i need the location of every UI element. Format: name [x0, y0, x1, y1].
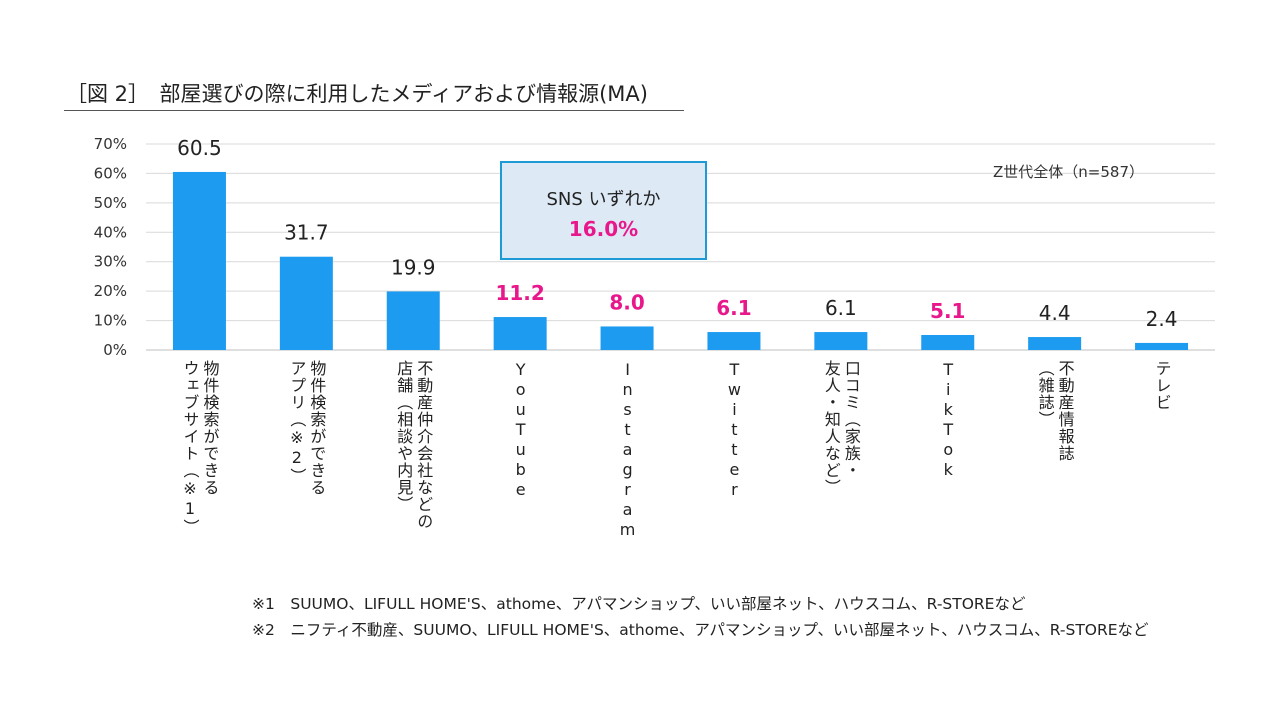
- bar: [600, 326, 654, 350]
- bar-value-label: 19.9: [391, 255, 436, 279]
- bar: [1135, 342, 1189, 350]
- bar: [707, 332, 761, 350]
- y-tick-label: 60%: [94, 164, 127, 182]
- bar-value-label: 4.4: [1039, 301, 1071, 325]
- bar: [814, 332, 868, 350]
- title-underline: [64, 110, 684, 111]
- x-tick-label: 口コミ（家族・ 友人・知人など）: [821, 360, 861, 496]
- y-tick-label: 40%: [94, 223, 127, 241]
- x-tick-label: 不動産仲介会社などの 店舗（相談や内見）: [394, 360, 434, 530]
- bar-value-label: 2.4: [1146, 307, 1178, 331]
- sns-callout-label: SNS いずれか: [546, 189, 661, 210]
- x-tick-label: YouTube: [511, 360, 531, 500]
- y-tick-label: 0%: [103, 341, 127, 359]
- bar-value-label: 6.1: [825, 296, 857, 320]
- x-tick-label: TikTok: [938, 360, 958, 480]
- y-tick-label: 30%: [94, 253, 127, 271]
- bar: [386, 291, 440, 350]
- bar: [172, 171, 226, 350]
- footnote-1: ※1 SUUMO、LIFULL HOME'S、athome、アパマンショップ、い…: [252, 595, 1026, 613]
- x-tick-label: 不動産情報誌 （雑誌）: [1035, 360, 1075, 462]
- bar-value-label: 11.2: [495, 281, 544, 305]
- bar-value-label: 6.1: [716, 296, 751, 320]
- chart-title: ［図 2］ 部屋選びの際に利用したメディアおよび情報源(MA): [66, 82, 648, 106]
- footnote-2: ※2 ニフティ不動産、SUUMO、LIFULL HOME'S、athome、アパ…: [252, 621, 1149, 639]
- bar: [921, 334, 975, 350]
- sns-callout-value: 16.0%: [568, 217, 639, 241]
- sns-callout-box: SNS いずれか 16.0%: [500, 161, 707, 260]
- y-tick-label: 20%: [94, 282, 127, 300]
- x-tick-label: テレビ: [1152, 360, 1172, 411]
- bar: [279, 256, 333, 350]
- bar: [1028, 337, 1082, 350]
- y-tick-label: 50%: [94, 194, 127, 212]
- x-tick-label: 物件検索ができる ウェブサイト（※1）: [180, 360, 220, 536]
- y-tick-label: 70%: [94, 135, 127, 153]
- bar-value-label: 60.5: [177, 136, 222, 160]
- bar: [493, 317, 547, 350]
- x-tick-label: Instagram: [618, 360, 638, 540]
- x-tick-label: 物件検索ができる アプリ（※2）: [287, 360, 327, 496]
- x-tick-label: Twitter: [724, 360, 744, 500]
- sample-note: Z世代全体（n=587）: [993, 163, 1144, 181]
- bar-value-label: 5.1: [930, 299, 965, 323]
- bar-value-label: 31.7: [284, 221, 329, 245]
- bar-value-label: 8.0: [609, 290, 644, 314]
- y-tick-label: 10%: [94, 312, 127, 330]
